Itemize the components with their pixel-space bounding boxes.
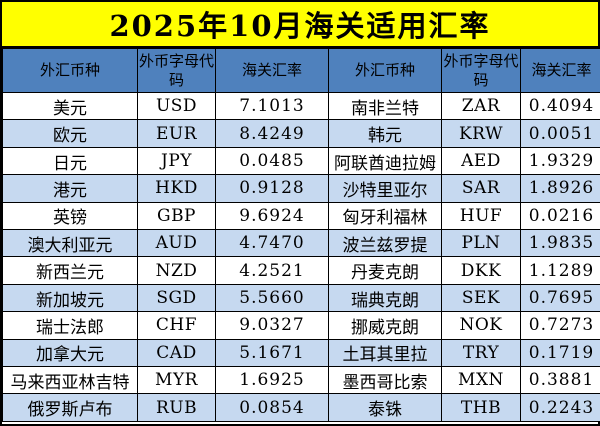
- rate-cell: 0.0051: [520, 119, 600, 148]
- currency-name-cell: 阿联酋迪拉姆: [328, 146, 442, 176]
- rate-cell: 4.2521: [215, 256, 329, 285]
- rate-cell: 1.9329: [520, 146, 600, 176]
- table-row: 瑞士法郎 CHF 9.0327 挪威克朗 NOK 0.7273: [2, 311, 600, 340]
- currency-name-cell: 俄罗斯卢布: [2, 393, 138, 422]
- currency-name-cell: 挪威克朗: [328, 311, 442, 340]
- rate-cell: 0.7695: [520, 283, 600, 313]
- currency-code-cell: ZAR: [441, 91, 521, 121]
- header-rate-left: 海关汇率: [215, 48, 329, 93]
- currency-name-cell: 日元: [2, 146, 138, 176]
- currency-code-cell: JPY: [137, 146, 216, 176]
- table-row: 欧元 EUR 8.4249 韩元 KRW 0.0051: [2, 119, 600, 148]
- currency-code-cell: TRY: [441, 338, 521, 368]
- currency-name-cell: 新加坡元: [2, 283, 138, 313]
- currency-code-cell: HKD: [137, 174, 216, 203]
- rate-cell: 1.9835: [520, 229, 600, 258]
- currency-code-cell: SGD: [137, 283, 216, 313]
- table-row: 美元 USD 7.1013 南非兰特 ZAR 0.4094: [2, 91, 600, 121]
- table-row: 新西兰元 NZD 4.2521 丹麦克朗 DKK 1.1289: [2, 256, 600, 285]
- rate-cell: 0.7273: [520, 311, 600, 340]
- table-row: 马来西亚林吉特 MYR 1.6925 墨西哥比索 MXN 0.3881: [2, 366, 600, 395]
- rate-cell: 1.6925: [215, 366, 329, 395]
- currency-name-cell: 墨西哥比索: [328, 366, 442, 395]
- currency-code-cell: SEK: [441, 283, 521, 313]
- currency-code-cell: CAD: [137, 338, 216, 368]
- rate-cell: 0.2243: [520, 393, 600, 422]
- currency-code-cell: KRW: [441, 119, 521, 148]
- header-rate-right: 海关汇率: [520, 48, 600, 93]
- table-row: 日元 JPY 0.0485 阿联酋迪拉姆 AED 1.9329: [2, 146, 600, 176]
- rate-cell: 1.1289: [520, 256, 600, 285]
- rate-cell: 5.1671: [215, 338, 329, 368]
- currency-code-cell: AED: [441, 146, 521, 176]
- table-row: 俄罗斯卢布 RUB 0.0854 泰铢 THB 0.2243: [2, 393, 600, 422]
- currency-name-cell: 韩元: [328, 119, 442, 148]
- rate-cell: 0.1719: [520, 338, 600, 368]
- currency-name-cell: 美元: [2, 91, 138, 121]
- currency-name-cell: 瑞士法郎: [2, 311, 138, 340]
- header-currency-right: 外汇币种: [328, 48, 442, 93]
- currency-name-cell: 澳大利亚元: [2, 229, 138, 258]
- header-currency-left: 外汇币种: [2, 48, 138, 93]
- rate-cell: 9.0327: [215, 311, 329, 340]
- header-row: 外汇币种 外币字母代码 海关汇率 外汇币种 外币字母代码 海关汇率: [2, 48, 600, 93]
- currency-code-cell: USD: [137, 91, 216, 121]
- currency-code-cell: HUF: [441, 201, 521, 231]
- rate-cell: 1.8926: [520, 174, 600, 203]
- currency-name-cell: 瑞典克朗: [328, 283, 442, 313]
- rate-cell: 0.0485: [215, 146, 329, 176]
- rate-cell: 7.1013: [215, 91, 329, 121]
- currency-code-cell: PLN: [441, 229, 521, 258]
- currency-name-cell: 土耳其里拉: [328, 338, 442, 368]
- currency-name-cell: 泰铢: [328, 393, 442, 422]
- currency-code-cell: SAR: [441, 174, 521, 203]
- currency-code-cell: THB: [441, 393, 521, 422]
- currency-code-cell: MYR: [137, 366, 216, 395]
- rate-cell: 0.4094: [520, 91, 600, 121]
- currency-code-cell: AUD: [137, 229, 216, 258]
- header-code-right: 外币字母代码: [441, 48, 521, 93]
- currency-name-cell: 匈牙利福林: [328, 201, 442, 231]
- currency-code-cell: EUR: [137, 119, 216, 148]
- currency-name-cell: 南非兰特: [328, 91, 442, 121]
- currency-name-cell: 丹麦克朗: [328, 256, 442, 285]
- currency-name-cell: 英镑: [2, 201, 138, 231]
- currency-name-cell: 沙特里亚尔: [328, 174, 442, 203]
- currency-name-cell: 港元: [2, 174, 138, 203]
- exchange-rate-table: 外汇币种 外币字母代码 海关汇率 外汇币种 外币字母代码 海关汇率 美元 USD 7…: [2, 48, 600, 422]
- table-row: 加拿大元 CAD 5.1671 土耳其里拉 TRY 0.1719: [2, 338, 600, 368]
- currency-name-cell: 波兰兹罗提: [328, 229, 442, 258]
- currency-code-cell: MXN: [441, 366, 521, 395]
- table-row: 澳大利亚元 AUD 4.7470 波兰兹罗提 PLN 1.9835: [2, 229, 600, 258]
- currency-name-cell: 欧元: [2, 119, 138, 148]
- currency-name-cell: 马来西亚林吉特: [2, 366, 138, 395]
- rate-cell: 5.5660: [215, 283, 329, 313]
- rate-cell: 9.6924: [215, 201, 329, 231]
- rate-cell: 4.7470: [215, 229, 329, 258]
- rate-cell: 0.9128: [215, 174, 329, 203]
- table-row: 新加坡元 SGD 5.5660 瑞典克朗 SEK 0.7695: [2, 283, 600, 313]
- currency-name-cell: 加拿大元: [2, 338, 138, 368]
- rate-cell: 0.3881: [520, 366, 600, 395]
- header-code-left: 外币字母代码: [137, 48, 216, 93]
- currency-code-cell: NZD: [137, 256, 216, 285]
- currency-code-cell: GBP: [137, 201, 216, 231]
- currency-code-cell: RUB: [137, 393, 216, 422]
- table-row: 英镑 GBP 9.6924 匈牙利福林 HUF 0.0216: [2, 201, 600, 231]
- page-title: 2025年10月海关适用汇率: [2, 2, 598, 48]
- currency-code-cell: CHF: [137, 311, 216, 340]
- currency-name-cell: 新西兰元: [2, 256, 138, 285]
- rate-cell: 0.0854: [215, 393, 329, 422]
- rate-cell: 0.0216: [520, 201, 600, 231]
- table-row: 港元 HKD 0.9128 沙特里亚尔 SAR 1.8926: [2, 174, 600, 203]
- currency-code-cell: DKK: [441, 256, 521, 285]
- currency-code-cell: NOK: [441, 311, 521, 340]
- rate-cell: 8.4249: [215, 119, 329, 148]
